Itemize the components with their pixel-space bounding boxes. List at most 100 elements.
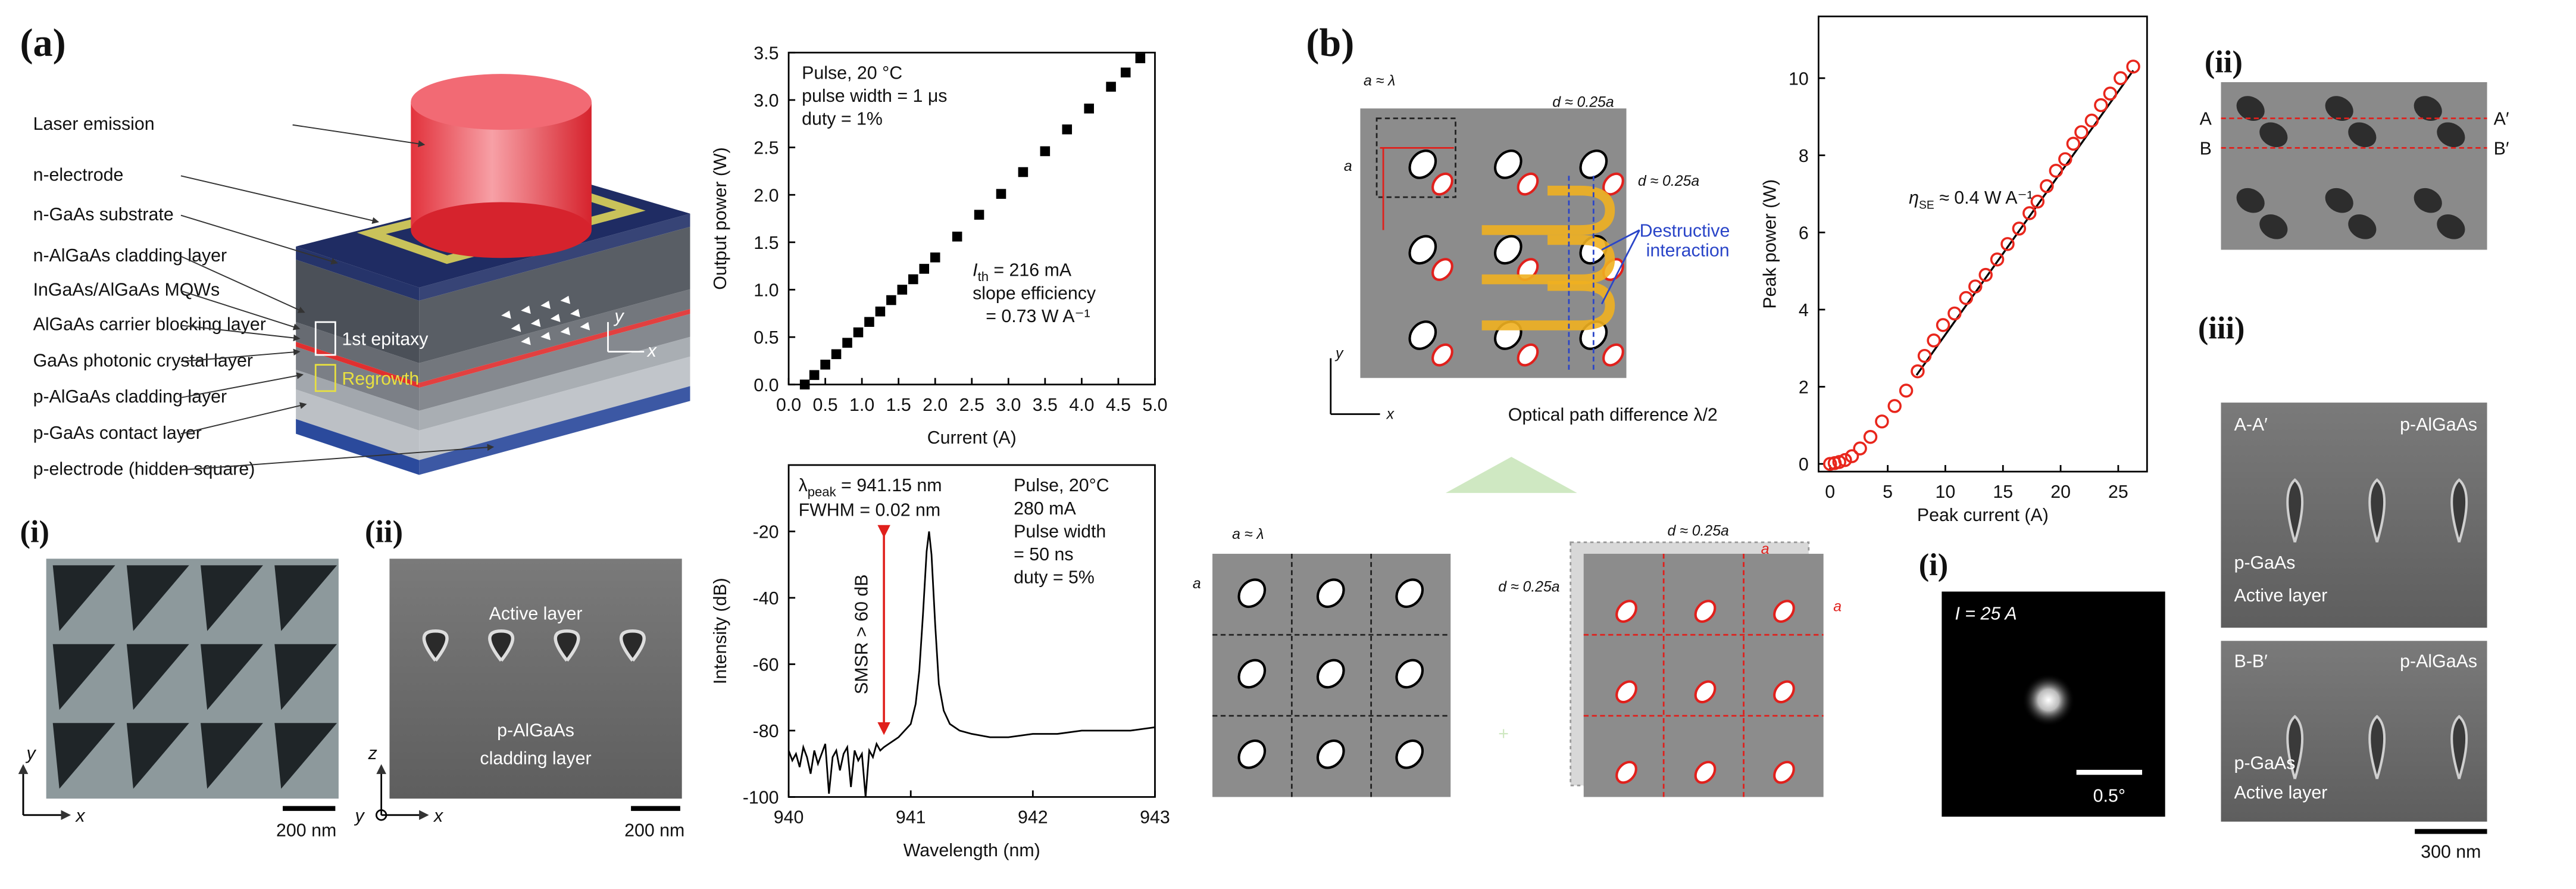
- sem-hole: [2286, 478, 2304, 543]
- layer-label: p-GaAs contact layer: [33, 423, 202, 443]
- layer-label: Laser emission: [33, 114, 155, 134]
- data-point: [875, 306, 886, 317]
- data-point: [1927, 333, 1941, 348]
- data-point: [1875, 414, 1889, 429]
- sem-text: p-AlGaAs: [2400, 651, 2477, 671]
- device-label: x: [646, 341, 658, 361]
- y-tick-label: -100: [743, 788, 779, 807]
- data-point: [799, 379, 810, 390]
- spectrum-line: [787, 531, 1155, 797]
- data-point: [2049, 163, 2064, 178]
- inset-axis: [607, 322, 645, 353]
- y-axis-label: Intensity (dB): [711, 578, 730, 684]
- sem-hole: [2368, 715, 2386, 779]
- data-point: [1911, 364, 1925, 379]
- subscript: SE: [1919, 199, 1934, 211]
- symbol: λ: [799, 476, 808, 495]
- layer-label: n-electrode: [33, 166, 124, 185]
- x-tick-label: 2.0: [923, 395, 948, 415]
- x-tick-label: 2.5: [959, 395, 984, 415]
- pc-hole: [1615, 600, 1637, 623]
- data-point: [1968, 279, 1983, 294]
- scale-label: 300 nm: [2421, 843, 2481, 862]
- device-layer: [419, 226, 690, 363]
- data-point: [2114, 71, 2128, 85]
- leader-line: [180, 325, 301, 342]
- data-point: [919, 264, 930, 274]
- annotation: slope efficiency: [973, 283, 1096, 303]
- y-tick-label: 1.5: [754, 233, 779, 253]
- sem-hole: [2286, 715, 2304, 779]
- device-layer: [296, 342, 420, 388]
- pc-hole: [1237, 578, 1267, 609]
- y-axis-label: Output power (W): [711, 147, 730, 289]
- sem-text: p-AlGaAs: [2400, 415, 2477, 435]
- y-tick-label: -40: [753, 589, 779, 609]
- leader-line: [180, 444, 495, 471]
- panel-label: (i): [20, 515, 49, 550]
- sem-hole: [2325, 188, 2353, 213]
- data-point: [1936, 318, 1950, 332]
- data-point: [2074, 125, 2089, 139]
- x-tick-label: 943: [1140, 808, 1170, 828]
- data-point: [842, 338, 852, 348]
- panel-label: (iii): [2198, 311, 2245, 345]
- y-tick-label: 2.5: [754, 139, 779, 158]
- pc-hole: [1395, 659, 1424, 689]
- subscript: th: [978, 269, 989, 284]
- y-tick-label: 6: [1799, 223, 1809, 243]
- pc-hole: [1493, 149, 1523, 179]
- data-point: [1040, 146, 1051, 157]
- data-point: [1947, 306, 1962, 321]
- sem-text: p-GaAs: [2234, 553, 2296, 573]
- panel-label: (b): [1306, 21, 1354, 65]
- data-point: [1106, 82, 1116, 92]
- pc-hole: [1615, 680, 1637, 704]
- data-point: [2103, 86, 2118, 101]
- pc-hole: [1408, 149, 1437, 179]
- diagram-label: a: [1193, 576, 1201, 592]
- sem-hole: [2414, 96, 2442, 121]
- pc-hole: [1431, 258, 1453, 281]
- sem-text: B-B′: [2234, 651, 2268, 671]
- y-tick-label: 8: [1799, 146, 1809, 166]
- pc-hole: [1493, 235, 1523, 265]
- sem-hole: [2259, 122, 2288, 148]
- cut-label: B: [2200, 139, 2212, 158]
- annotation: = 50 ns: [1014, 545, 1073, 564]
- layer-label: InGaAs/AlGaAs MQWs: [33, 280, 220, 300]
- pc-hole: [550, 314, 561, 322]
- pc-hole: [1431, 343, 1453, 367]
- leader-line: [180, 290, 301, 330]
- diagram-label: d ≈ 0.25a: [1638, 173, 1699, 189]
- data-point: [952, 232, 962, 242]
- layer-label: AlGaAs carrier blocking layer: [33, 315, 266, 335]
- x-tick-label: 941: [896, 808, 926, 828]
- sem-hole: [2450, 478, 2468, 543]
- device-layer: [296, 389, 420, 460]
- leader-line: [180, 348, 301, 363]
- data-point: [1838, 453, 1852, 467]
- pc-hole: [1694, 680, 1717, 704]
- pc-hole: [560, 295, 571, 304]
- x-tick-label: 1.0: [849, 395, 874, 415]
- y-tick-label: 3.0: [754, 91, 779, 111]
- sem-hole: [2348, 122, 2377, 148]
- pc-hole: [1408, 320, 1437, 350]
- device-label: Regrowth: [342, 369, 419, 389]
- data-point: [2084, 113, 2099, 128]
- sem-hole: [126, 723, 189, 789]
- sem-hole: [52, 644, 115, 710]
- pc-hole: [1579, 149, 1608, 179]
- symbol: I: [973, 261, 978, 280]
- panel-label: (ii): [2205, 45, 2243, 79]
- data-point: [2126, 60, 2140, 74]
- y-tick-label: 1.0: [754, 281, 779, 301]
- cylinder-top: [411, 74, 592, 130]
- subscript: peak: [808, 484, 837, 499]
- data-point: [831, 349, 842, 360]
- x-tick-label: 942: [1018, 808, 1048, 828]
- pc-hole: [1395, 739, 1424, 769]
- pc-hole: [1316, 578, 1345, 609]
